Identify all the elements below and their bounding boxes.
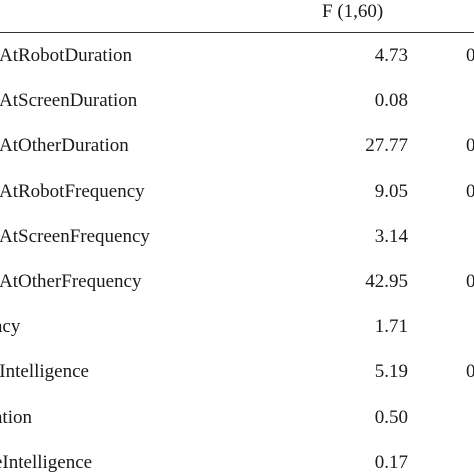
row-label: AtRobotFrequency [0,180,145,202]
row-label: eIntelligence [0,451,93,473]
p-value: 0 [466,135,474,157]
p-value: 0 [466,361,474,383]
p-value: 0 [466,180,474,202]
f-value: 1.71 [374,316,408,338]
header-rule [0,32,474,33]
p-value: 0 [466,45,474,66]
row-label: tIntelligence [0,361,89,383]
row-label: acy [0,316,21,338]
f-value: 0.17 [374,451,408,473]
f-value: 0.08 [374,90,408,112]
f-value: 0.50 [374,406,408,428]
f-value: 27.77 [365,135,408,157]
f-value: 9.05 [374,180,408,202]
row-label: AtScreenFrequency [0,225,150,247]
row-label: AtOtherDuration [0,135,129,157]
row-label: AtRobotDuration [0,45,132,66]
column-header: F (1,60) [322,1,384,22]
f-value: 3.14 [374,225,408,247]
row-label: AtOtherFrequency [0,271,142,292]
f-value: 5.19 [374,361,408,383]
p-value: 0 [466,271,474,292]
row-label: ation [0,406,32,428]
f-value: 42.95 [365,271,408,292]
row-label: AtScreenDuration [0,90,138,112]
f-value: 4.73 [374,45,408,66]
